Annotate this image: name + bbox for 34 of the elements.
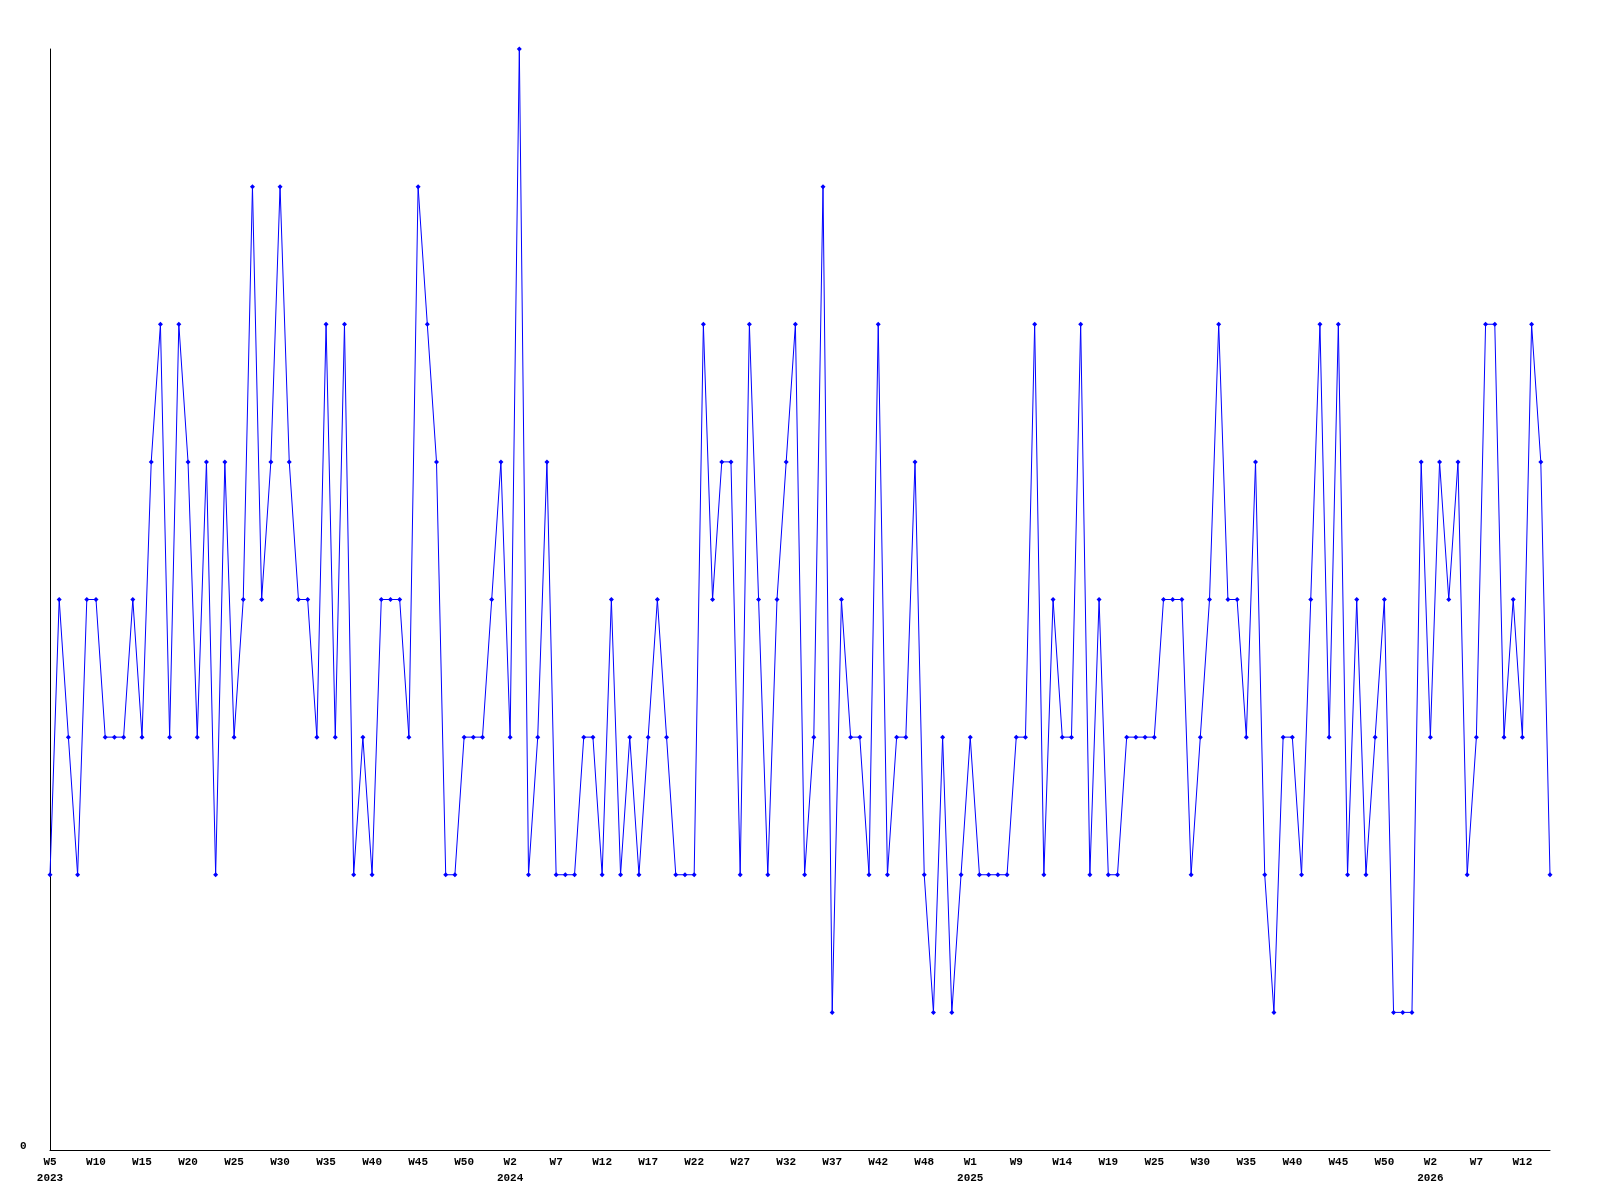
x-tick-label: W1 2025 bbox=[957, 1156, 984, 1184]
x-tick-label: W7 bbox=[549, 1156, 563, 1168]
x-tick-label: W37 bbox=[822, 1156, 843, 1168]
x-tick-label: W40 bbox=[362, 1156, 382, 1168]
x-tick-label: W35 bbox=[1236, 1156, 1257, 1168]
text: 0 bbox=[20, 1139, 27, 1152]
x-tick-label: W2 2024 bbox=[496, 1156, 524, 1184]
x-tick-label: W15 bbox=[132, 1156, 153, 1168]
x-tick-label: W22 bbox=[684, 1156, 705, 1168]
x-tick-label: W42 bbox=[868, 1156, 889, 1168]
x-tick-label: W48 bbox=[914, 1156, 935, 1168]
x-tick-label: W30 bbox=[1190, 1156, 1211, 1168]
x-tick-label: W12 bbox=[592, 1156, 613, 1168]
x-tick-label: W7 bbox=[1469, 1156, 1483, 1168]
x-tick-label: W45 bbox=[1328, 1156, 1349, 1168]
x-tick-label: W9 bbox=[1009, 1156, 1023, 1168]
x-tick-label: W2 2026 bbox=[1417, 1156, 1444, 1184]
x-tick-label: W30 bbox=[270, 1156, 290, 1168]
x-tick-label: W12 bbox=[1512, 1156, 1533, 1168]
x-tick-label: W35 bbox=[316, 1156, 337, 1168]
x-tick-label: W50 bbox=[1374, 1156, 1395, 1168]
x-tick-label: W27 bbox=[730, 1156, 751, 1168]
x-tick-label: W20 bbox=[178, 1156, 198, 1168]
x-tick-label: W14 bbox=[1052, 1156, 1073, 1168]
x-tick-label: W17 bbox=[638, 1156, 659, 1168]
x-tick-label: W19 bbox=[1098, 1156, 1119, 1168]
x-tick-label: W50 bbox=[454, 1156, 475, 1168]
x-tick-label: W32 bbox=[776, 1156, 797, 1168]
x-tick-label: W5 2023 bbox=[36, 1156, 64, 1184]
x-tick-label: W45 bbox=[408, 1156, 429, 1168]
x-tick-label: W40 bbox=[1282, 1156, 1303, 1168]
x-tick-label: W10 bbox=[86, 1156, 106, 1168]
x-tick-label: W25 bbox=[1144, 1156, 1165, 1168]
x-tick-label: W25 bbox=[224, 1156, 245, 1168]
